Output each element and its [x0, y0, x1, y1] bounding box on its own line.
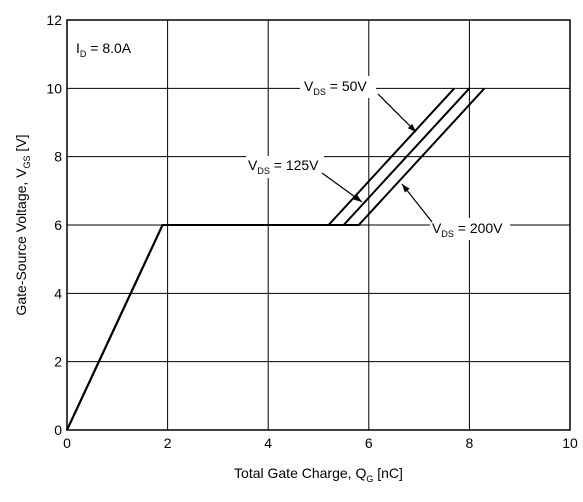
- annotation-bg: [74, 38, 150, 60]
- series-label-part: = 125V: [270, 157, 319, 173]
- annotation-part: = 8.0A: [86, 40, 131, 56]
- series-label-part: V: [432, 220, 442, 236]
- y-axis-title-part: [V]: [13, 134, 29, 155]
- x-tick-label: 6: [365, 435, 373, 451]
- series-label-bg: [430, 218, 510, 240]
- y-tick-label: 0: [54, 422, 62, 438]
- label-arrow: [377, 93, 417, 133]
- plot-frame: [66, 19, 571, 431]
- series-label-part: = 50V: [326, 78, 368, 94]
- series-label-bg: [246, 156, 324, 178]
- x-tick-label: 4: [264, 435, 272, 451]
- y-tick-label: 2: [54, 354, 62, 370]
- series-label-part: DS: [441, 229, 454, 239]
- x-axis-title: Total Gate Charge, QG [nC]: [234, 465, 403, 484]
- x-tick-label: 10: [562, 435, 578, 451]
- y-axis-title-part: Gate-Source Voltage, V: [13, 168, 29, 316]
- series-label: VDS = 200V: [432, 220, 503, 239]
- arrow-head: [402, 184, 410, 193]
- arrow-head: [353, 194, 362, 202]
- series-label-part: = 200V: [454, 220, 503, 236]
- series-label-part: DS: [257, 166, 270, 176]
- x-axis-title-part: G: [366, 474, 373, 484]
- annotation: ID = 8.0A: [76, 40, 132, 59]
- y-tick-label: 6: [54, 217, 62, 233]
- x-axis-title-part: [nC]: [373, 465, 403, 481]
- y-tick-label: 8: [54, 149, 62, 165]
- x-tick-label: 2: [164, 435, 172, 451]
- annotation-part: I: [76, 40, 80, 56]
- series-label-part: V: [248, 157, 258, 173]
- y-tick-label: 12: [46, 12, 62, 28]
- series-label: VDS = 50V: [304, 78, 367, 97]
- series-line: [66, 87, 456, 431]
- x-axis-title-part: Total Gate Charge, Q: [234, 465, 366, 481]
- y-axis-title-part: GS: [22, 155, 32, 168]
- y-tick-label: 10: [46, 80, 62, 96]
- y-axis-title: Gate-Source Voltage, VGS [V]: [13, 134, 32, 315]
- series-label-bg: [300, 76, 376, 98]
- arrow-head: [407, 123, 416, 132]
- annotation-part: D: [80, 49, 87, 59]
- y-tick-label: 4: [54, 285, 62, 301]
- x-tick-label: 8: [466, 435, 474, 451]
- series-line: [66, 87, 486, 431]
- series-label: VDS = 125V: [248, 157, 319, 176]
- series-label-part: V: [304, 78, 314, 94]
- x-tick-label: 0: [63, 435, 71, 451]
- series-label-part: DS: [313, 87, 326, 97]
